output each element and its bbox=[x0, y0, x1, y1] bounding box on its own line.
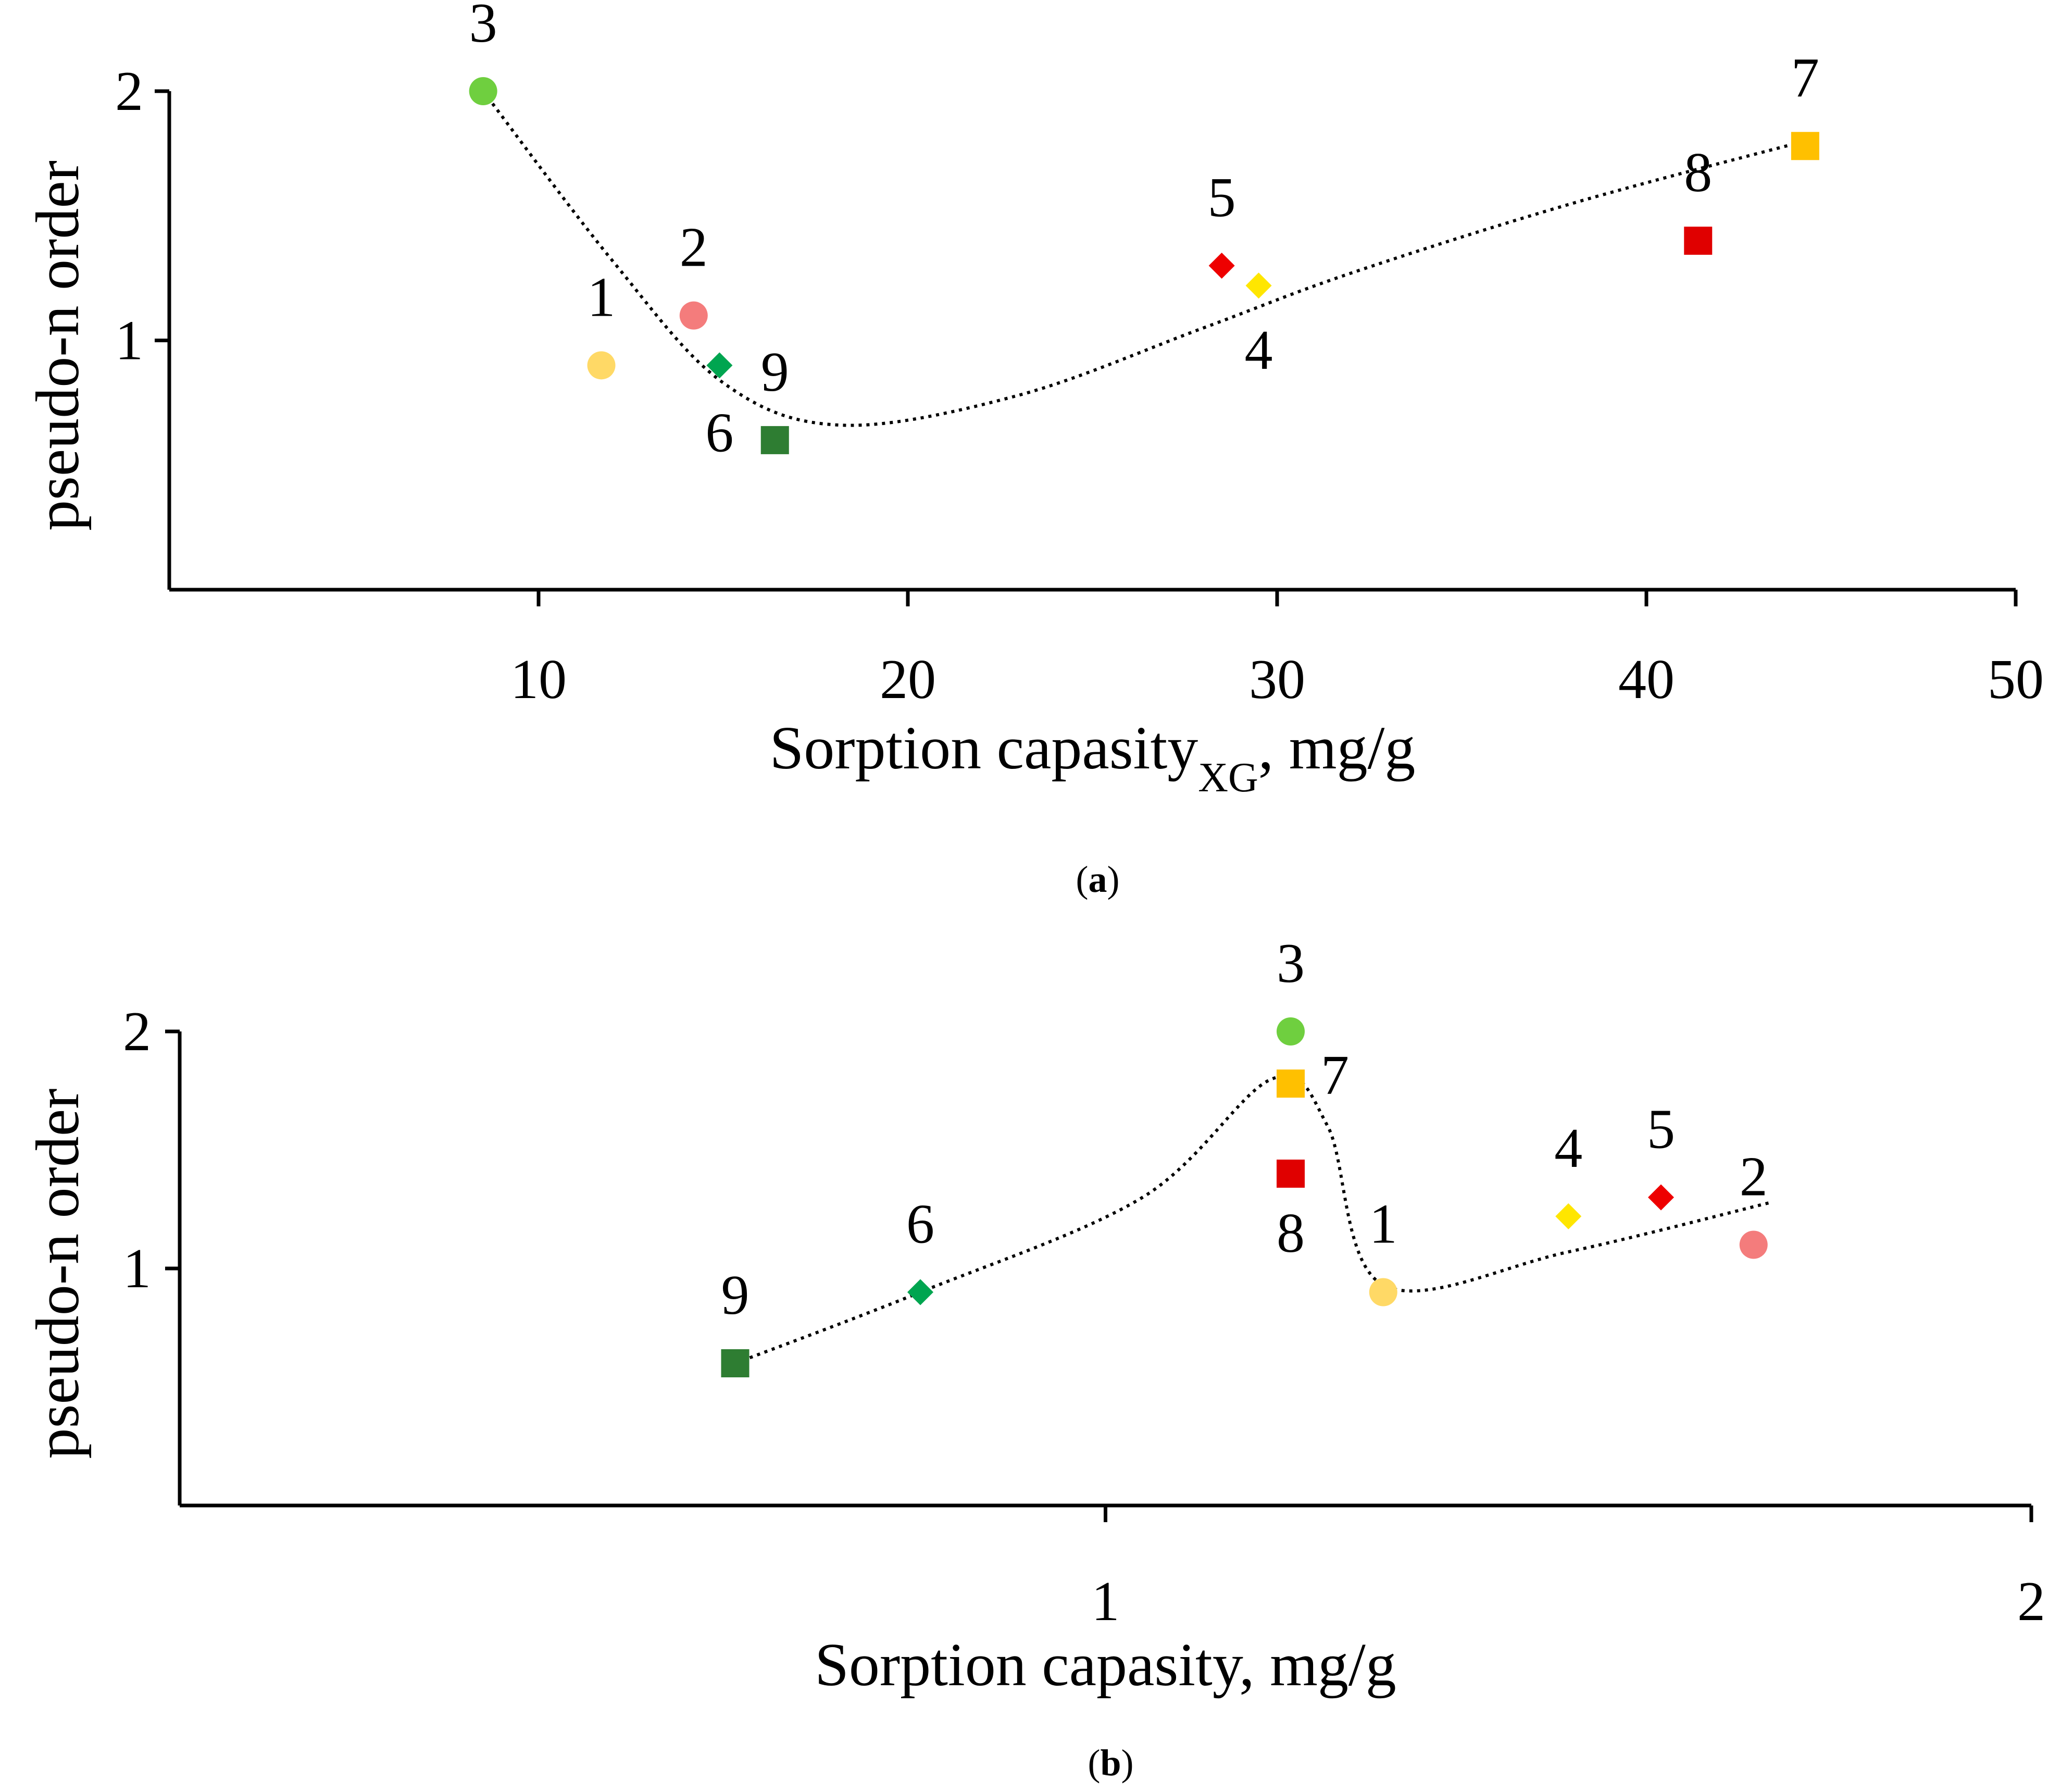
x-tick-label: 50 bbox=[1988, 649, 2044, 711]
point-label-9: 9 bbox=[721, 1264, 750, 1326]
point-label-4: 4 bbox=[1554, 1117, 1582, 1179]
point-label-8: 8 bbox=[1277, 1202, 1305, 1264]
data-point-2 bbox=[1739, 1230, 1768, 1259]
x-tick-label: 20 bbox=[880, 649, 936, 711]
data-point-1 bbox=[587, 351, 616, 380]
point-label-3: 3 bbox=[469, 0, 497, 54]
point-label-2: 2 bbox=[1740, 1146, 1768, 1208]
x-tick-label: 2 bbox=[2017, 1571, 2045, 1633]
data-point-6 bbox=[706, 352, 733, 379]
data-point-1 bbox=[1369, 1278, 1397, 1306]
y-tick-label: 1 bbox=[115, 310, 143, 372]
data-point-9 bbox=[721, 1349, 750, 1377]
chart-panel-b: 1 2 1 2 Sorption capasity, mg/g pseudo-n orde… bbox=[23, 932, 2045, 1784]
y-tick-label: 2 bbox=[115, 60, 143, 122]
data-point-6 bbox=[907, 1279, 933, 1305]
x-axis-title: Sorption capasityXG, mg/g bbox=[770, 714, 1416, 801]
data-point-7 bbox=[1791, 132, 1819, 160]
data-point-4 bbox=[1555, 1203, 1582, 1229]
data-point-8 bbox=[1277, 1160, 1305, 1188]
x-tick-label: 1 bbox=[1092, 1571, 1120, 1633]
data-point-9 bbox=[760, 426, 789, 454]
point-label-2: 2 bbox=[680, 217, 708, 279]
y-axis-title: pseudo-n order bbox=[23, 160, 92, 531]
data-point-4 bbox=[1245, 272, 1272, 299]
point-label-1: 1 bbox=[588, 266, 616, 328]
panel-label-b: (b) bbox=[1088, 1742, 1133, 1784]
chart-panel-a: 1 2 10 20 30 40 50 Sorption capasityXG, mg/g pse… bbox=[23, 0, 2044, 900]
point-label-7: 7 bbox=[1321, 1044, 1349, 1106]
y-axis-title: pseudo-n order bbox=[23, 1088, 92, 1459]
point-label-8: 8 bbox=[1684, 142, 1712, 204]
point-label-7: 7 bbox=[1791, 47, 1819, 109]
point-label-3: 3 bbox=[1277, 932, 1305, 994]
data-point-3 bbox=[1277, 1017, 1305, 1046]
data-point-7 bbox=[1277, 1069, 1305, 1098]
x-tick-label: 10 bbox=[510, 649, 567, 711]
point-label-4: 4 bbox=[1245, 319, 1273, 381]
point-label-5: 5 bbox=[1208, 167, 1236, 229]
data-point-2 bbox=[679, 301, 708, 330]
point-label-5: 5 bbox=[1647, 1099, 1675, 1161]
panel-label-a: (a) bbox=[1076, 858, 1120, 900]
trend-curve bbox=[734, 1074, 1773, 1365]
data-point-8 bbox=[1684, 227, 1713, 255]
trend-curve bbox=[482, 90, 1806, 427]
y-tick-label: 2 bbox=[123, 1001, 151, 1063]
x-tick-label: 30 bbox=[1249, 649, 1305, 711]
point-label-1: 1 bbox=[1369, 1193, 1397, 1255]
x-tick-label: 40 bbox=[1618, 649, 1675, 711]
data-point-5 bbox=[1648, 1184, 1674, 1211]
point-label-6: 6 bbox=[906, 1193, 934, 1255]
y-tick-label: 1 bbox=[123, 1238, 151, 1300]
x-axis-title: Sorption capasity, mg/g bbox=[815, 1631, 1396, 1699]
point-label-9: 9 bbox=[761, 341, 789, 403]
data-point-3 bbox=[469, 77, 497, 105]
data-point-5 bbox=[1208, 252, 1235, 279]
point-label-6: 6 bbox=[705, 402, 733, 464]
